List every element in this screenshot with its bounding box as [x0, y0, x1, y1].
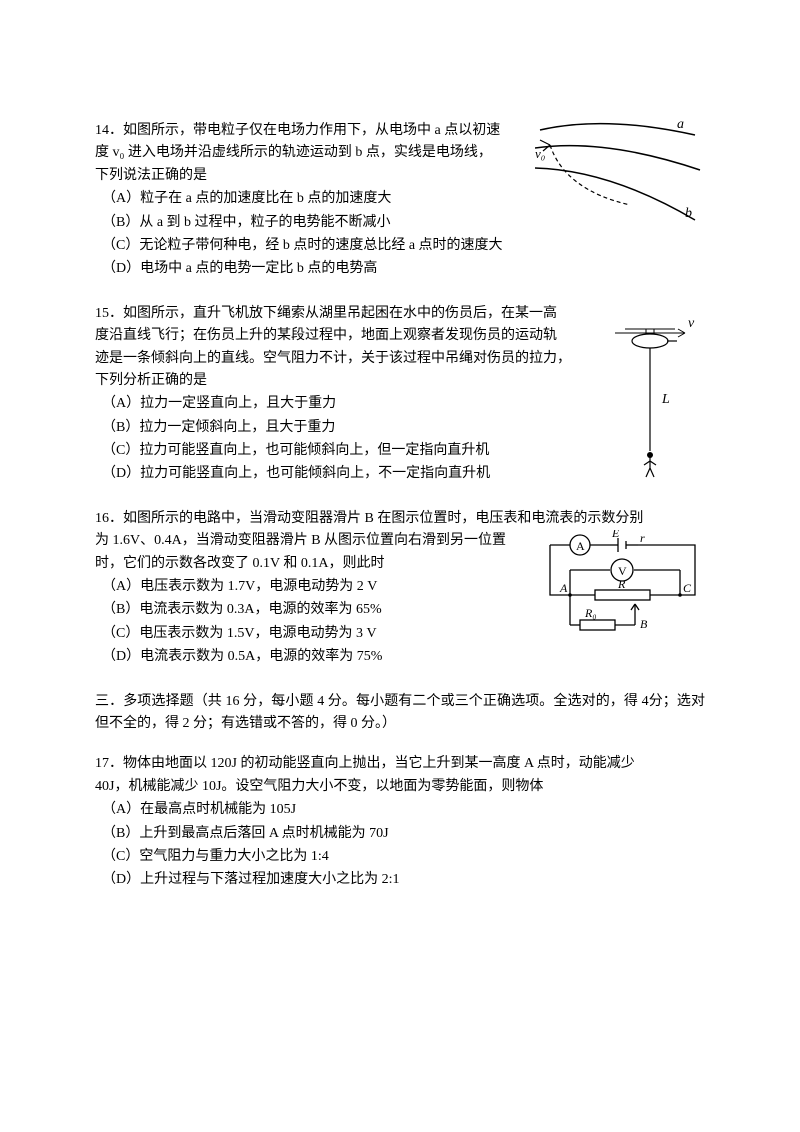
q16-number: 16． [95, 511, 123, 526]
q16-line3: 时，它们的示数各改变了 0.1V 和 0.1A，则此时 [95, 556, 384, 571]
q14-line2: 度 v₀ 进入电场并沿虚线所示的轨迹运动到 b 点，实线是电场线， [95, 145, 492, 160]
q14-line1: 如图所示，带电粒子仅在电场力作用下，从电场中 a 点以初速 [123, 123, 500, 138]
q14-number: 14． [95, 123, 123, 138]
label-Anode: A [559, 581, 568, 595]
q16-line1: 如图所示的电路中，当滑动变阻器滑片 B 在图示位置时，电压表和电流表的示数分别 [123, 511, 643, 526]
q14-line3: 下列说法正确的是 [95, 168, 207, 183]
q15-line2: 度沿直线飞行；在伤员上升的某段过程中，地面上观察者发现伤员的运动轨 [95, 328, 557, 343]
question-15: v L 15．如图所示，直升飞机放下绳索从湖里吊起困在水中的伤员后，在某一高 度… [95, 303, 705, 486]
q15-line3: 迹是一条倾斜向上的直线。空气阻力不计，关于该过程中吊绳对伤员的拉力， [95, 351, 571, 366]
label-Cnode: C [683, 581, 692, 595]
q17-optA: （A）在最高点时机械能为 105J [102, 799, 705, 821]
helicopter-diagram: v L [610, 303, 705, 483]
q16-optD: （D）电流表示数为 0.5A，电源的效率为 75% [102, 646, 525, 668]
label-E: E [611, 530, 620, 540]
q16-optA: （A）电压表示数为 1.7V，电源电动势为 2 V [102, 576, 525, 598]
figure-14: a b v₀ [535, 110, 705, 230]
q17-line1: 物体由地面以 120J 的初动能竖直向上抛出，当它上升到某一高度 A 点时，动能… [123, 756, 635, 771]
q16-line2: 为 1.6V、0.4A，当滑动变阻器滑片 B 从图示位置向右滑到另一位置 [95, 533, 506, 548]
question-17: 17．物体由地面以 120J 的初动能竖直向上抛出，当它上升到某一高度 A 点时… [95, 753, 705, 891]
label-v0: v₀ [535, 146, 545, 161]
circuit-diagram: E r A V R A C [540, 530, 705, 645]
label-B: B [640, 617, 648, 631]
label-v: v [688, 316, 695, 331]
q15-line4: 下列分析正确的是 [95, 373, 207, 388]
q16-optB: （B）电流表示数为 0.3A，电源的效率为 65% [102, 599, 525, 621]
stem-16: 16．如图所示的电路中，当滑动变阻器滑片 B 在图示位置时，电压表和电流表的示数… [95, 508, 705, 530]
q16-optC: （C）电压表示数为 1.5V，电源电动势为 3 V [102, 623, 525, 645]
exam-page: a b v₀ 14．如图所示，带电粒子仅在电场力作用下，从电场中 a 点以初速 … [0, 0, 800, 1132]
options-17: （A）在最高点时机械能为 105J （B）上升到最高点后落回 A 点时机械能为 … [95, 799, 705, 892]
q15-line1: 如图所示，直升飞机放下绳索从湖里吊起困在水中的伤员后，在某一高 [123, 306, 557, 321]
label-R0: R₀ [584, 606, 597, 620]
figure-15: v L [610, 303, 705, 483]
field-lines-diagram: a b v₀ [535, 110, 705, 230]
section-3-header: 三．多项选择题（共 16 分，每小题 4 分。每小题有二个或三个正确选项。全选对… [95, 691, 705, 736]
label-R: R [617, 577, 626, 591]
q17-line2: 40J，机械能减少 10J。设空气阻力大小不变，以地面为零势能面，则物体 [95, 779, 543, 794]
q17-optD: （D）上升过程与下落过程加速度大小之比为 2:1 [102, 869, 705, 891]
label-b: b [685, 206, 692, 221]
q14-optD: （D）电场中 a 点的电势一定比 b 点的电势高 [102, 258, 705, 280]
stem-17: 17．物体由地面以 120J 的初动能竖直向上抛出，当它上升到某一高度 A 点时… [95, 753, 705, 798]
q14-optC: （C）无论粒子带何种电，经 b 点时的速度总比经 a 点时的速度大 [102, 235, 705, 257]
label-r: r [640, 531, 645, 545]
q17-number: 17． [95, 756, 123, 771]
question-16: E r A V R A C [95, 508, 705, 669]
ammeter-label: A [576, 539, 585, 553]
label-L: L [661, 392, 670, 407]
q17-optC: （C）空气阻力与重力大小之比为 1:4 [102, 846, 705, 868]
question-14: a b v₀ 14．如图所示，带电粒子仅在电场力作用下，从电场中 a 点以初速 … [95, 120, 705, 281]
figure-16: E r A V R A C [540, 530, 705, 645]
voltmeter-label: V [618, 564, 627, 578]
q15-number: 15． [95, 306, 123, 321]
q17-optB: （B）上升到最高点后落回 A 点时机械能为 70J [102, 823, 705, 845]
label-a: a [677, 117, 684, 132]
